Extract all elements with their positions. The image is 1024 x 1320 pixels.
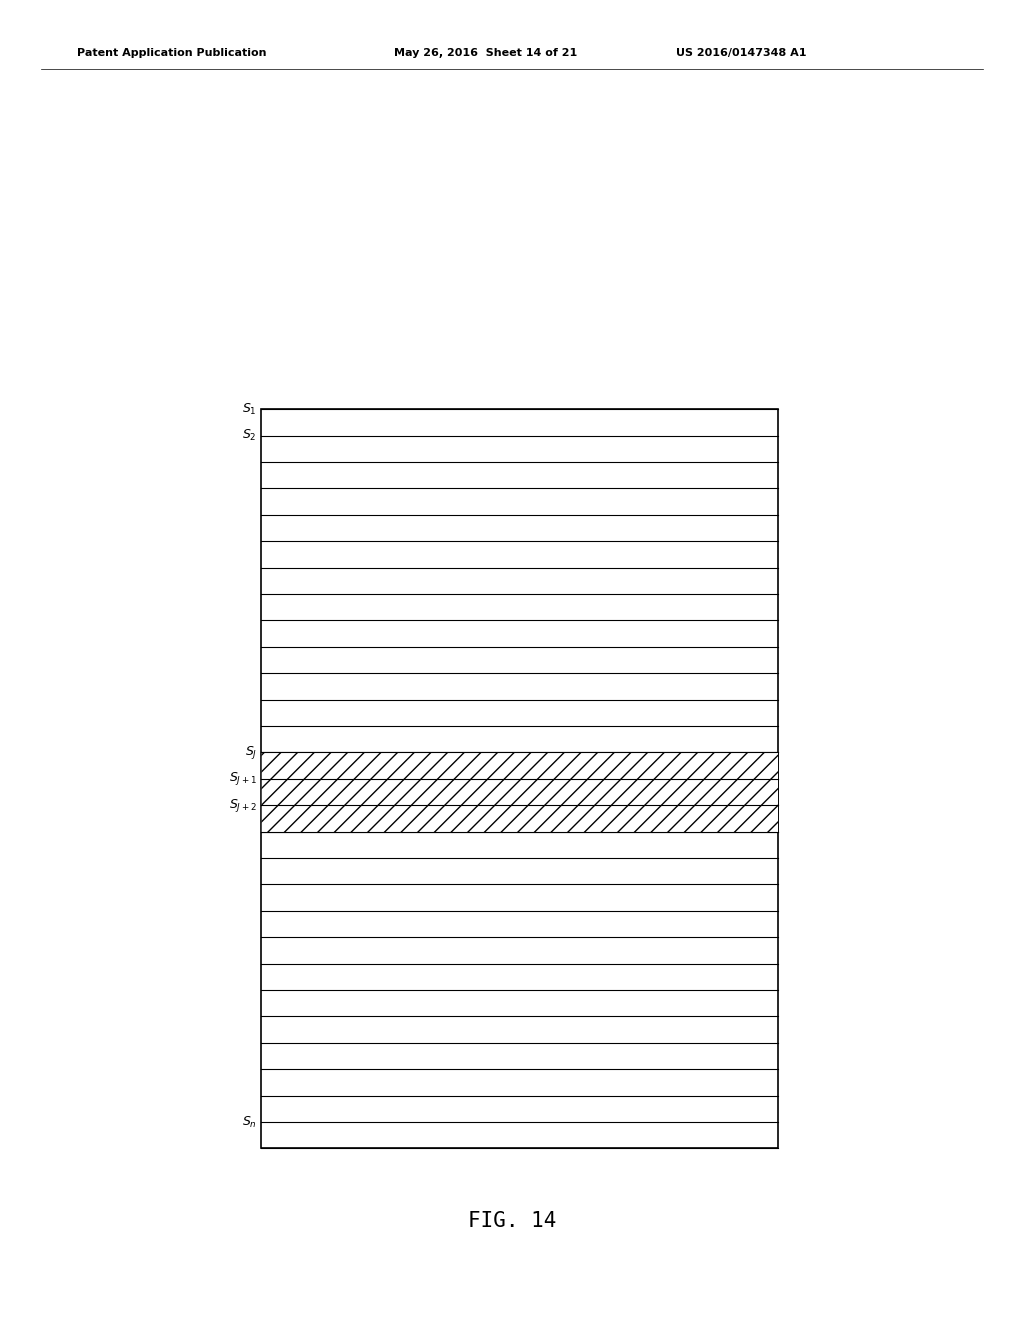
Bar	[261, 779, 778, 805]
Text: $S_{J+1}$: $S_{J+1}$	[229, 771, 257, 787]
Text: US 2016/0147348 A1: US 2016/0147348 A1	[676, 48, 806, 58]
Text: May 26, 2016  Sheet 14 of 21: May 26, 2016 Sheet 14 of 21	[394, 48, 578, 58]
Text: $S_{J+2}$: $S_{J+2}$	[229, 797, 257, 813]
Text: $S_J$: $S_J$	[245, 744, 257, 760]
Bar	[261, 805, 778, 832]
Text: $S_n$: $S_n$	[242, 1114, 257, 1130]
Text: Patent Application Publication: Patent Application Publication	[77, 48, 266, 58]
Bar	[261, 752, 778, 779]
Bar	[261, 409, 778, 1148]
Text: FIG. 14: FIG. 14	[468, 1210, 556, 1232]
Bar	[261, 805, 778, 832]
Text: $S_2$: $S_2$	[243, 428, 257, 444]
Bar	[261, 779, 778, 805]
Bar	[261, 752, 778, 779]
Text: $S_1$: $S_1$	[243, 401, 257, 417]
